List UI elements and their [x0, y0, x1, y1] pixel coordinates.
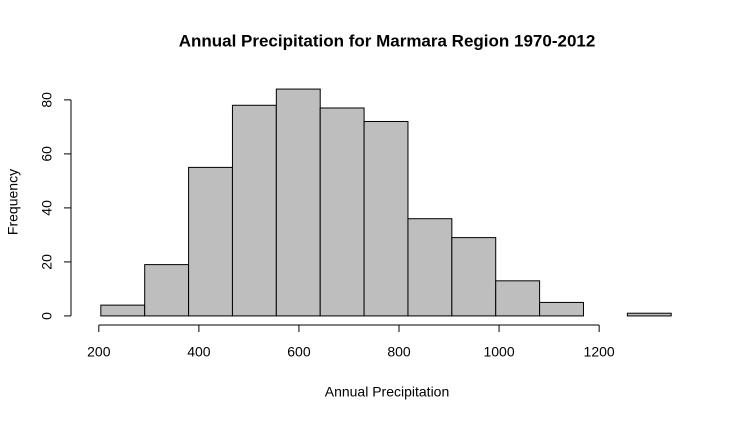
bar [231, 104, 277, 317]
bar [626, 312, 672, 317]
bar [451, 237, 497, 317]
bar [100, 304, 146, 317]
bar [539, 301, 584, 317]
x-tick-label: 600 [287, 344, 311, 360]
bar [495, 280, 541, 317]
y-axis-label: Frequency [5, 169, 21, 235]
y-tick-label: 80 [39, 92, 55, 108]
bar [407, 218, 453, 317]
bar [275, 88, 321, 317]
x-tick-label: 200 [87, 344, 111, 360]
x-tick-label: 800 [387, 344, 411, 360]
bar [188, 166, 233, 317]
x-tick-label: 1000 [483, 344, 514, 360]
y-tick-label: 20 [39, 254, 55, 270]
x-tick-label: 400 [187, 344, 211, 360]
y-tick-label: 60 [39, 146, 55, 162]
x-tick-label: 1200 [584, 344, 615, 360]
bar [144, 264, 190, 317]
bar [319, 107, 365, 317]
bar [363, 120, 409, 317]
y-tick-label: 40 [39, 200, 55, 216]
y-tick-label: 0 [39, 312, 55, 320]
chart-title: Annual Precipitation for Marmara Region … [179, 31, 596, 50]
x-axis-label: Annual Precipitation [325, 384, 450, 400]
